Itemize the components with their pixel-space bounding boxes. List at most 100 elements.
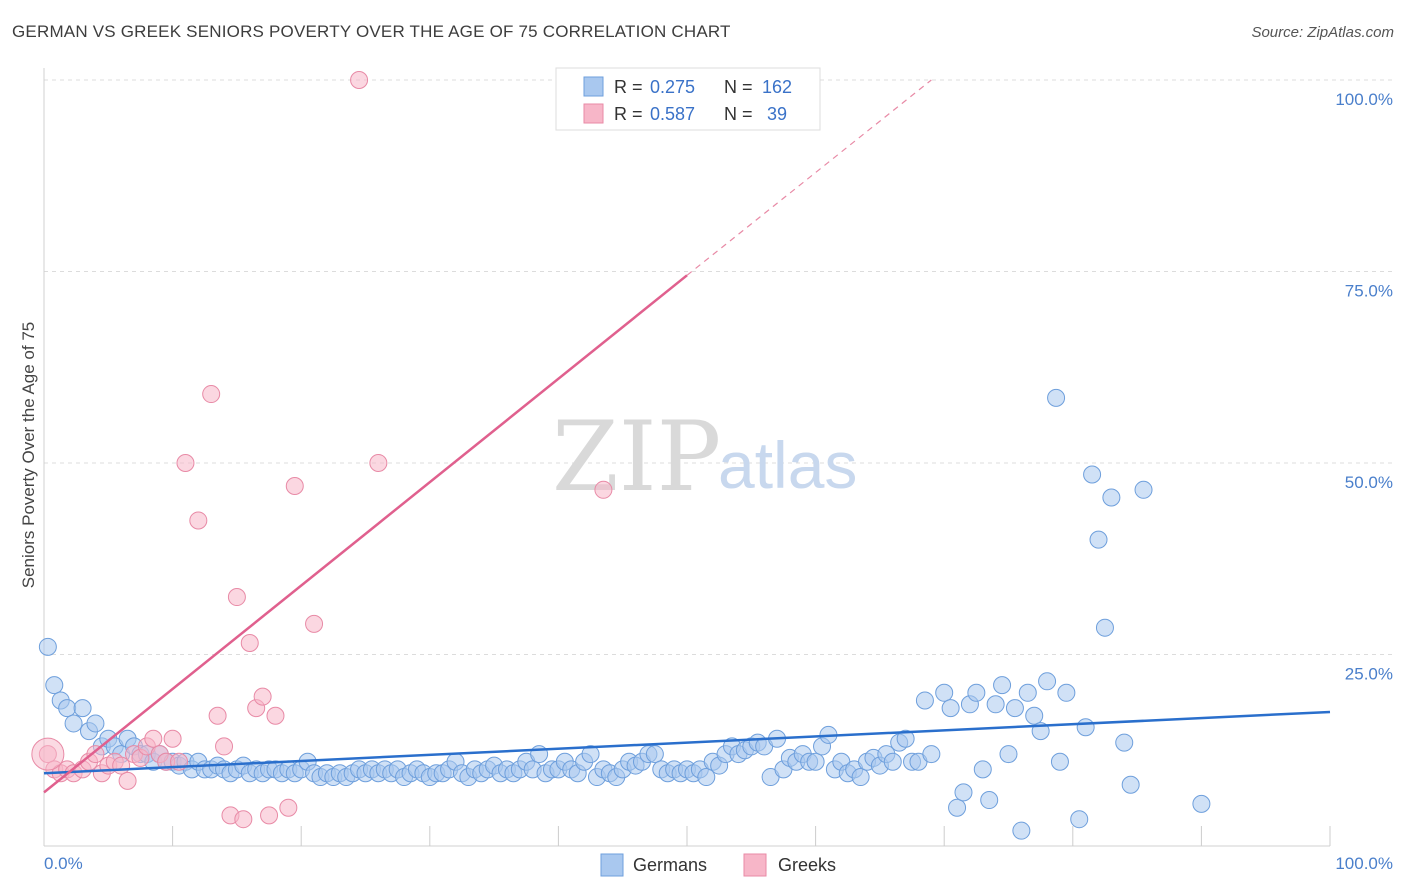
german-point (986, 695, 1005, 714)
german-point (922, 745, 941, 764)
y-tick-label-25: 25.0% (1345, 665, 1393, 684)
greek-point (279, 798, 298, 817)
german-point (999, 745, 1018, 764)
german-point (1005, 699, 1024, 718)
german-point (86, 714, 105, 733)
greek-point (163, 729, 182, 748)
german-point (1095, 618, 1114, 637)
german-point (1012, 821, 1031, 840)
german-point (1083, 465, 1102, 484)
series-greeks (31, 71, 613, 829)
german-point (954, 783, 973, 802)
trendline-germans (43, 710, 1331, 775)
german-point (935, 683, 954, 702)
greek-point (234, 810, 253, 829)
y-tick-label-75: 75.0% (1345, 282, 1393, 301)
chart-title: GERMAN VS GREEK SENIORS POVERTY OVER THE… (12, 22, 731, 41)
german-point (806, 752, 825, 771)
legend-germans-n: 162 (762, 77, 792, 97)
greek-point-large (31, 737, 65, 771)
german-point (941, 699, 960, 718)
german-point (973, 760, 992, 779)
german-point (851, 768, 870, 787)
x-tick-label-0: 0.0% (44, 854, 83, 873)
german-point (1047, 388, 1066, 407)
greek-point (118, 771, 137, 790)
legend-swatch-greeks (583, 103, 604, 124)
german-point (1192, 794, 1211, 813)
watermark-zip: ZIP (552, 401, 721, 513)
german-point (697, 768, 716, 787)
bottom-legend-swatch-greeks (743, 853, 767, 877)
gridlines (44, 79, 1393, 655)
greek-point (285, 476, 304, 495)
german-point (883, 752, 902, 771)
german-point (1115, 733, 1134, 752)
greek-point (86, 745, 105, 764)
german-point (993, 676, 1012, 695)
german-point (73, 699, 92, 718)
german-point (1018, 683, 1037, 702)
legend-germans-r-label: R = (614, 77, 643, 97)
trendline-greeks (43, 274, 688, 794)
german-point (948, 798, 967, 817)
y-tick-labels: 100.0% 75.0% 50.0% 25.0% (1335, 90, 1393, 684)
bottom-legend-swatch-germans (600, 853, 624, 877)
greek-point (594, 480, 613, 499)
greek-point (215, 737, 234, 756)
x-axis-ticks (172, 826, 1331, 846)
y-axis-label: Seniors Poverty Over the Age of 75 (19, 322, 38, 588)
bottom-legend-germans: Germans (633, 855, 707, 875)
german-point (58, 699, 77, 718)
bottom-legend: Germans Greeks (600, 853, 836, 877)
legend-greeks-n: 39 (762, 104, 787, 124)
german-point (64, 714, 83, 733)
greek-point (266, 706, 285, 725)
greek-point (240, 634, 259, 653)
german-point (967, 683, 986, 702)
legend-swatch-germans (583, 76, 604, 97)
german-point (1025, 706, 1044, 725)
german-point (1121, 775, 1140, 794)
german-point (1076, 718, 1095, 737)
bottom-legend-greeks: Greeks (778, 855, 836, 875)
german-point (1102, 488, 1121, 507)
german-point (581, 745, 600, 764)
german-point (896, 729, 915, 748)
greek-point (144, 729, 163, 748)
greek-point (253, 687, 272, 706)
legend-greeks-r-label: R = (614, 104, 643, 124)
greek-point (176, 454, 195, 472)
greek-point (260, 806, 279, 825)
trendline-greeks-extension (686, 79, 932, 276)
german-point (1057, 683, 1076, 702)
german-point (45, 676, 64, 695)
y-tick-label-100: 100.0% (1335, 90, 1393, 109)
german-point (1134, 480, 1153, 499)
greek-point (208, 706, 227, 725)
greek-point (369, 454, 388, 472)
legend-box: R = 0.275 N = 162 R = 0.587 N = 39 (555, 67, 821, 131)
x-tick-label-100: 100.0% (1335, 854, 1393, 873)
greek-point (202, 385, 221, 404)
german-point (915, 691, 934, 710)
greek-point (305, 614, 324, 633)
source-label: Source: ZipAtlas.com (1251, 24, 1394, 41)
greek-point (227, 588, 246, 607)
legend-greeks-n-label: N = (724, 104, 753, 124)
german-point (38, 637, 57, 656)
legend-germans-n-label: N = (724, 77, 753, 97)
series-germans (38, 388, 1211, 840)
german-point (1050, 752, 1069, 771)
greek-point (350, 71, 369, 89)
german-point (980, 791, 999, 810)
greek-point (189, 511, 208, 530)
watermark-atlas: atlas (718, 428, 857, 502)
german-point (1070, 810, 1089, 829)
german-point (1038, 672, 1057, 691)
legend-germans-r: 0.275 (650, 77, 695, 97)
german-point (1089, 530, 1108, 549)
y-tick-label-50: 50.0% (1345, 473, 1393, 492)
trendlines (43, 79, 1331, 794)
